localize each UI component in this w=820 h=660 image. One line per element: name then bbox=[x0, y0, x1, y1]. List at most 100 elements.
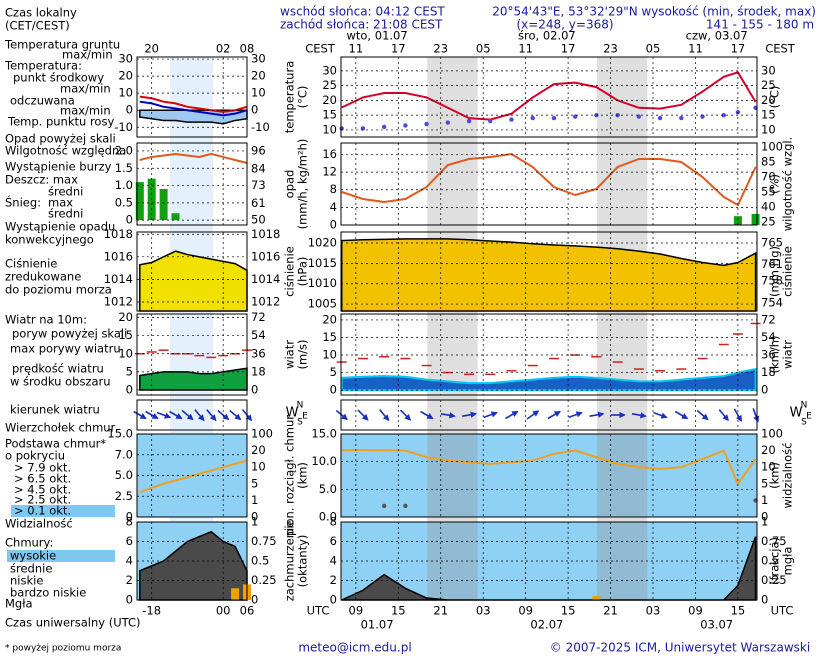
date-label: 01.07 bbox=[361, 618, 394, 632]
line bbox=[139, 152, 248, 164]
y2-tick-label: 55 bbox=[761, 185, 776, 199]
legend-box bbox=[11, 505, 115, 517]
legend-label: Deszcz: max bbox=[5, 173, 78, 187]
y2-tick-label: 758 bbox=[761, 274, 783, 288]
night-band bbox=[597, 57, 648, 600]
email: meteo@icm.edu.pl bbox=[298, 641, 411, 655]
wind-arrow bbox=[357, 409, 369, 421]
y-tick-label: 0 bbox=[330, 218, 337, 232]
dot bbox=[700, 114, 705, 119]
bar bbox=[751, 213, 760, 225]
wind-arrow bbox=[696, 409, 709, 421]
grid-point: (x=248, y=368) bbox=[516, 18, 613, 32]
panel: 0 2 4 6 8 0 0.25 0.5 0.75 1 zachmurzenie (oktanty) (… bbox=[283, 515, 795, 607]
x-tick-label-local: 17 bbox=[391, 42, 406, 56]
axis-title: (°C) bbox=[296, 86, 310, 109]
y2-tick-label: 18 bbox=[251, 364, 266, 378]
axis-title: zachmurzenie bbox=[283, 521, 297, 602]
y2-tick-label: 1018 bbox=[251, 227, 280, 241]
legend-label: Temperatura gruntu bbox=[4, 38, 120, 52]
compass-label: N bbox=[297, 401, 304, 411]
panel-frame bbox=[340, 142, 758, 226]
dot bbox=[466, 118, 472, 124]
y2-tick-label: 36 bbox=[761, 348, 776, 362]
dot bbox=[721, 112, 726, 118]
line bbox=[341, 152, 757, 207]
y2-tick-label: 70 bbox=[761, 170, 776, 184]
y-tick-label: 4 bbox=[126, 554, 133, 568]
dot bbox=[445, 120, 451, 125]
y-tick-label: 20 bbox=[118, 310, 133, 324]
legend-label: zredukowane bbox=[5, 270, 81, 284]
dot bbox=[679, 115, 684, 121]
y2-tick-label: 10 bbox=[761, 122, 776, 136]
y2-tick-label: 1 bbox=[251, 515, 258, 529]
y-tick-label: 1015 bbox=[308, 256, 337, 270]
y2-tick-label: 1016 bbox=[251, 249, 280, 263]
y2-tick-label: 0.75 bbox=[761, 534, 787, 548]
panel-frame bbox=[340, 313, 758, 396]
y-tick-label: 5.0 bbox=[115, 468, 133, 482]
compass-label: N bbox=[801, 401, 808, 411]
line bbox=[139, 100, 248, 117]
y-tick-label: 15 bbox=[322, 108, 337, 122]
legend-label: punkt środkowy bbox=[13, 71, 104, 85]
y2-tick-label: 0.25 bbox=[761, 573, 787, 587]
sunrise: wschód słońca: 04:12 CEST bbox=[280, 5, 445, 19]
x-tick-label: 15 bbox=[561, 604, 576, 618]
legend-label: Wystąpienie opadu bbox=[5, 220, 115, 234]
wind-arrow bbox=[399, 409, 412, 421]
wind-arrow bbox=[568, 411, 583, 419]
y-tick-label: 4 bbox=[330, 200, 337, 214]
legend-label: > 7.9 okt. bbox=[14, 461, 71, 475]
dot bbox=[403, 123, 408, 128]
dot bbox=[424, 121, 429, 127]
y2-tick-label: -10 bbox=[251, 120, 270, 134]
bar bbox=[592, 596, 601, 600]
y-tick-label: 1020 bbox=[308, 235, 337, 249]
axis-title: (km) bbox=[296, 462, 310, 489]
panel: kierunek wiatru bbox=[10, 399, 253, 431]
bar bbox=[159, 189, 168, 221]
y2-tick-label: 72 bbox=[251, 310, 266, 324]
x-tick-label: -18 bbox=[142, 604, 161, 618]
y2-tick-label: 50 bbox=[251, 213, 266, 227]
y-tick-label: 8 bbox=[330, 515, 337, 529]
legend-label: w środku obszaru bbox=[10, 375, 111, 389]
y-tick-label: 0 bbox=[330, 383, 337, 397]
legend-label: > 2.5 okt. bbox=[14, 493, 71, 507]
y-tick-label: 20 bbox=[118, 69, 133, 83]
night-band bbox=[597, 434, 648, 517]
wind-arrow bbox=[589, 411, 605, 418]
wind-arrow bbox=[526, 410, 540, 420]
legend-label: poryw powyżej skali bbox=[12, 327, 127, 341]
dot bbox=[381, 503, 387, 509]
y-tick-label: -10 bbox=[114, 120, 133, 134]
date-label: 03.07 bbox=[700, 618, 733, 632]
x-tick-label-local: 05 bbox=[476, 42, 491, 56]
panel-frame bbox=[340, 521, 758, 601]
wind-arrow bbox=[674, 410, 689, 420]
y-tick-label: 0 bbox=[126, 213, 133, 227]
panel: 1012 1014 1016 1018 1012 1014 1016 1018 Ciśnieni… bbox=[5, 227, 280, 312]
y2-tick-label: 10 bbox=[251, 86, 266, 100]
axis-title: ciśnienie bbox=[781, 246, 795, 297]
wind-arrow bbox=[169, 410, 183, 420]
dot bbox=[381, 124, 387, 130]
y2-tick-label: 0 bbox=[761, 510, 768, 524]
y2-tick-label: 0 bbox=[251, 103, 258, 117]
y-tick-label: 20 bbox=[322, 312, 337, 326]
area bbox=[340, 238, 757, 312]
y-tick-label: 1.5 bbox=[115, 161, 133, 175]
legend-label: Mgła bbox=[5, 597, 33, 611]
wind-arrow bbox=[156, 411, 172, 419]
y2-tick-label: 25 bbox=[761, 215, 776, 229]
y-tick-label: 0.0 bbox=[319, 510, 337, 524]
y-tick-label: 0 bbox=[126, 510, 133, 524]
legend-label: odczuwana bbox=[10, 94, 75, 108]
line bbox=[341, 448, 757, 486]
legend-label: średni bbox=[48, 185, 83, 199]
y-tick-label: 1005 bbox=[308, 297, 337, 311]
